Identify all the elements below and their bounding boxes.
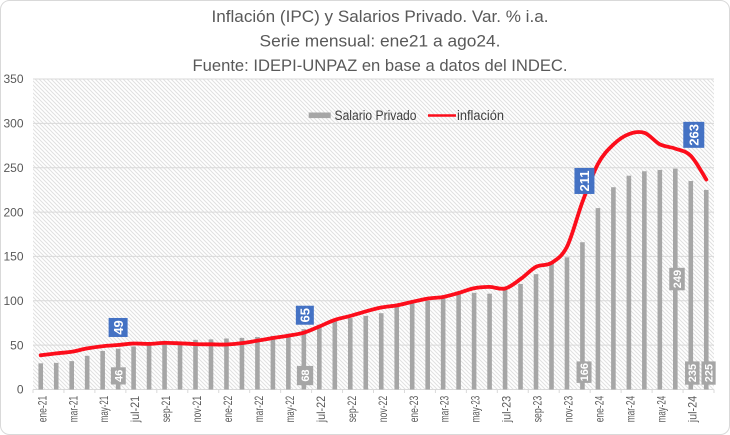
svg-text:nov-21: nov-21: [190, 396, 204, 423]
svg-text:ene-24: ene-24: [593, 396, 607, 423]
svg-text:ene-23: ene-23: [407, 396, 421, 423]
svg-text:225: 225: [704, 364, 716, 382]
svg-text:sep-21: sep-21: [159, 396, 173, 423]
svg-text:350: 350: [3, 72, 23, 86]
svg-text:0: 0: [17, 383, 24, 397]
svg-text:300: 300: [3, 117, 23, 131]
svg-text:ene-22: ene-22: [221, 396, 235, 423]
svg-text:may-21: may-21: [97, 396, 111, 423]
svg-text:68: 68: [300, 369, 312, 381]
svg-text:150: 150: [3, 250, 23, 264]
svg-text:Inflación (IPC) y Salarios Pri: Inflación (IPC) y Salarios Privado. Var.…: [212, 7, 549, 26]
svg-text:100: 100: [3, 294, 23, 308]
svg-text:211: 211: [577, 170, 592, 191]
svg-text:200: 200: [3, 205, 23, 219]
svg-text:250: 250: [3, 161, 23, 175]
svg-text:may-24: may-24: [654, 396, 668, 423]
svg-text:mar-23: mar-23: [438, 396, 452, 423]
svg-text:Salario Privado: Salario Privado: [335, 108, 417, 123]
svg-text:235: 235: [687, 364, 699, 382]
svg-text:sep-22: sep-22: [345, 396, 359, 423]
svg-text:Fuente: IDEPI-UNPAZ en base a: Fuente: IDEPI-UNPAZ en base a datos del …: [193, 56, 568, 75]
svg-text:jul-21: jul-21: [128, 396, 142, 424]
svg-text:may-22: may-22: [283, 396, 297, 423]
svg-text:jul-24: jul-24: [685, 396, 699, 424]
svg-text:ene-21: ene-21: [35, 396, 49, 423]
svg-text:nov-22: nov-22: [376, 396, 390, 423]
svg-text:mar-22: mar-22: [252, 396, 266, 423]
svg-text:263: 263: [686, 124, 701, 146]
svg-text:Serie mensual: ene21 a ago24.: Serie mensual: ene21 a ago24.: [260, 32, 501, 51]
svg-text:mar-21: mar-21: [66, 396, 80, 423]
svg-text:inflación: inflación: [457, 108, 504, 123]
svg-text:49: 49: [111, 320, 126, 334]
svg-text:jul-23: jul-23: [500, 396, 514, 424]
svg-text:mar-24: mar-24: [623, 396, 637, 423]
svg-text:nov-23: nov-23: [562, 396, 576, 423]
svg-text:may-23: may-23: [469, 396, 483, 423]
svg-text:65: 65: [298, 308, 313, 322]
svg-text:46: 46: [113, 370, 125, 382]
svg-text:jul-22: jul-22: [314, 396, 328, 424]
svg-text:50: 50: [10, 338, 24, 352]
svg-text:166: 166: [579, 363, 591, 381]
svg-text:249: 249: [672, 270, 684, 288]
svg-text:sep-23: sep-23: [531, 396, 545, 423]
